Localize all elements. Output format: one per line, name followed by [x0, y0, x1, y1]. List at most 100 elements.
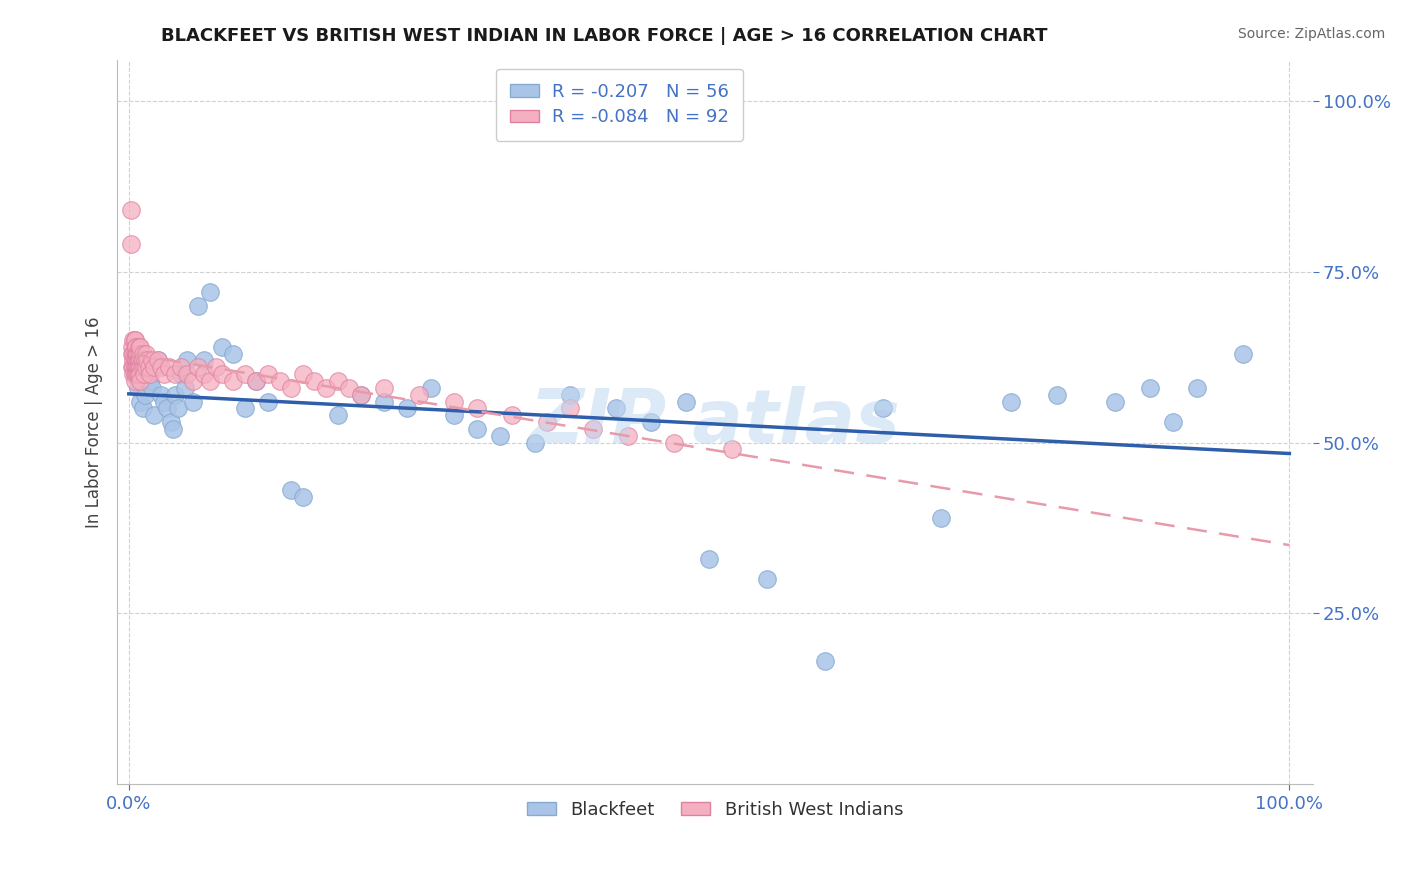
Point — [640, 415, 662, 429]
Point — [132, 353, 155, 368]
Point — [129, 367, 152, 381]
Y-axis label: In Labor Force | Age > 16: In Labor Force | Age > 16 — [86, 317, 103, 528]
Point — [170, 360, 193, 375]
Point — [125, 367, 148, 381]
Point — [156, 401, 179, 416]
Point — [136, 353, 159, 368]
Point — [128, 353, 150, 368]
Point — [233, 401, 256, 416]
Point — [176, 367, 198, 381]
Point — [125, 340, 148, 354]
Point — [269, 374, 291, 388]
Point — [181, 394, 204, 409]
Point — [135, 346, 157, 360]
Point — [756, 572, 779, 586]
Point — [929, 510, 952, 524]
Point — [134, 353, 156, 368]
Point — [350, 387, 373, 401]
Point — [350, 387, 373, 401]
Text: Source: ZipAtlas.com: Source: ZipAtlas.com — [1237, 27, 1385, 41]
Point — [143, 360, 166, 375]
Point — [159, 415, 181, 429]
Point — [138, 374, 160, 388]
Point — [125, 346, 148, 360]
Point — [396, 401, 419, 416]
Point — [373, 381, 395, 395]
Point — [181, 374, 204, 388]
Point — [129, 374, 152, 388]
Point — [315, 381, 337, 395]
Point — [304, 374, 326, 388]
Point — [120, 202, 142, 217]
Point — [173, 381, 195, 395]
Point — [121, 360, 143, 375]
Point — [134, 387, 156, 401]
Point — [198, 374, 221, 388]
Point — [124, 374, 146, 388]
Point — [129, 394, 152, 409]
Point — [187, 299, 209, 313]
Point — [536, 415, 558, 429]
Point — [373, 394, 395, 409]
Point — [125, 353, 148, 368]
Point — [245, 374, 267, 388]
Point — [664, 435, 686, 450]
Point — [337, 381, 360, 395]
Point — [143, 408, 166, 422]
Point — [128, 360, 150, 375]
Point — [138, 360, 160, 375]
Point — [582, 422, 605, 436]
Point — [124, 333, 146, 347]
Point — [1139, 381, 1161, 395]
Point — [211, 340, 233, 354]
Point — [170, 367, 193, 381]
Point — [501, 408, 523, 422]
Point — [124, 367, 146, 381]
Point — [162, 422, 184, 436]
Point — [122, 333, 145, 347]
Point — [125, 360, 148, 375]
Point — [465, 422, 488, 436]
Point — [465, 401, 488, 416]
Point — [280, 381, 302, 395]
Point — [1104, 394, 1126, 409]
Point — [131, 353, 153, 368]
Point — [128, 340, 150, 354]
Text: ZIP atlas: ZIP atlas — [530, 385, 900, 458]
Point — [675, 394, 697, 409]
Point — [1232, 346, 1254, 360]
Point — [129, 346, 152, 360]
Point — [524, 435, 547, 450]
Point — [205, 360, 228, 375]
Point — [124, 353, 146, 368]
Point — [211, 367, 233, 381]
Point — [122, 346, 145, 360]
Point — [127, 360, 149, 375]
Point — [326, 374, 349, 388]
Point — [127, 367, 149, 381]
Point — [132, 360, 155, 375]
Point — [129, 360, 152, 375]
Point — [291, 490, 314, 504]
Point — [1046, 387, 1069, 401]
Point — [124, 360, 146, 375]
Point — [605, 401, 627, 416]
Point — [280, 483, 302, 498]
Point — [120, 237, 142, 252]
Point — [121, 346, 143, 360]
Point — [257, 394, 280, 409]
Point — [233, 367, 256, 381]
Point — [125, 360, 148, 375]
Point — [127, 381, 149, 395]
Point — [131, 360, 153, 375]
Point — [129, 340, 152, 354]
Point — [617, 428, 640, 442]
Point — [558, 401, 581, 416]
Point — [152, 394, 174, 409]
Point — [124, 333, 146, 347]
Point — [124, 367, 146, 381]
Point — [558, 387, 581, 401]
Point — [146, 353, 169, 368]
Point — [141, 381, 163, 395]
Point — [245, 374, 267, 388]
